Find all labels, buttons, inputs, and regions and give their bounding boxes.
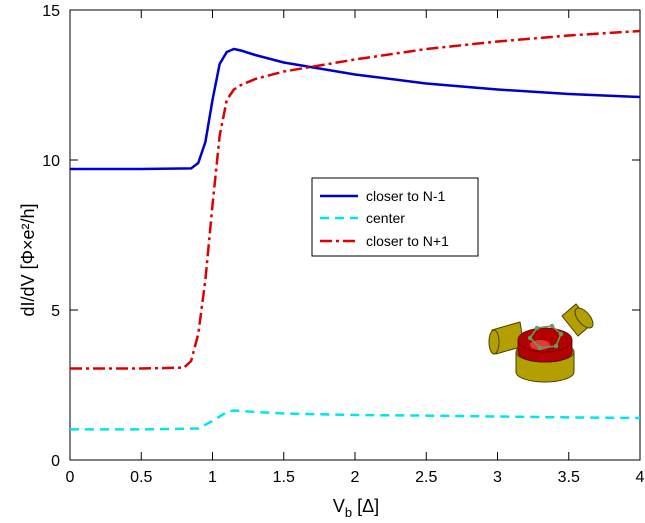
x-tick-label: 2.5 xyxy=(415,469,437,486)
y-tick-label: 15 xyxy=(42,3,60,20)
y-tick-label: 10 xyxy=(42,153,60,170)
x-tick-label: 3 xyxy=(493,469,502,486)
x-axis-label: Vb [Δ] xyxy=(333,496,379,520)
x-tick-label: 0 xyxy=(66,469,75,486)
molecule-body-icon xyxy=(517,327,573,363)
x-tick-label: 4 xyxy=(636,469,645,486)
x-tick-label: 2 xyxy=(351,469,360,486)
x-tick-label: 0.5 xyxy=(130,469,152,486)
ring-atom-icon xyxy=(553,343,559,349)
x-tick-label: 1.5 xyxy=(273,469,295,486)
legend-label-closer-to-n-minus-1: closer to N-1 xyxy=(366,188,446,204)
ring-atoms xyxy=(527,323,564,351)
x-tick-label: 1 xyxy=(208,469,217,486)
y-axis-label: dI/dV [Φ×e²/h] xyxy=(18,204,38,317)
ring-atom-icon xyxy=(527,335,533,341)
x-tick-label: 3.5 xyxy=(558,469,580,486)
ring-atom-icon xyxy=(549,323,555,329)
right-lead-icon xyxy=(561,303,594,337)
x-axis-label-main: V xyxy=(333,496,345,516)
molecule-inset-image xyxy=(488,303,594,383)
series-line-closer-to-n-minus-1 xyxy=(70,47,641,171)
ring-atom-icon xyxy=(558,331,564,337)
legend-label-closer-to-n-plus-1: closer to N+1 xyxy=(366,233,449,249)
ring-atom-icon xyxy=(537,345,543,351)
series-line-closer-to-n-plus-1 xyxy=(70,29,641,370)
axis-ticks: 0 0.5 1 1.5 2 2.5 3 3.5 4 0 5 10 15 xyxy=(42,3,644,486)
y-tick-label: 0 xyxy=(51,453,60,470)
legend: closer to N-1 center closer to N+1 xyxy=(311,177,479,257)
y-tick-label: 5 xyxy=(51,303,60,320)
ring-atom-icon xyxy=(534,325,540,331)
x-axis-label-sub: b xyxy=(345,505,352,520)
left-lead-icon xyxy=(488,321,525,355)
series-line-center xyxy=(70,409,641,431)
series-lines xyxy=(70,29,641,431)
legend-label-center: center xyxy=(366,210,405,226)
x-axis-label-unit: [Δ] xyxy=(352,496,379,516)
